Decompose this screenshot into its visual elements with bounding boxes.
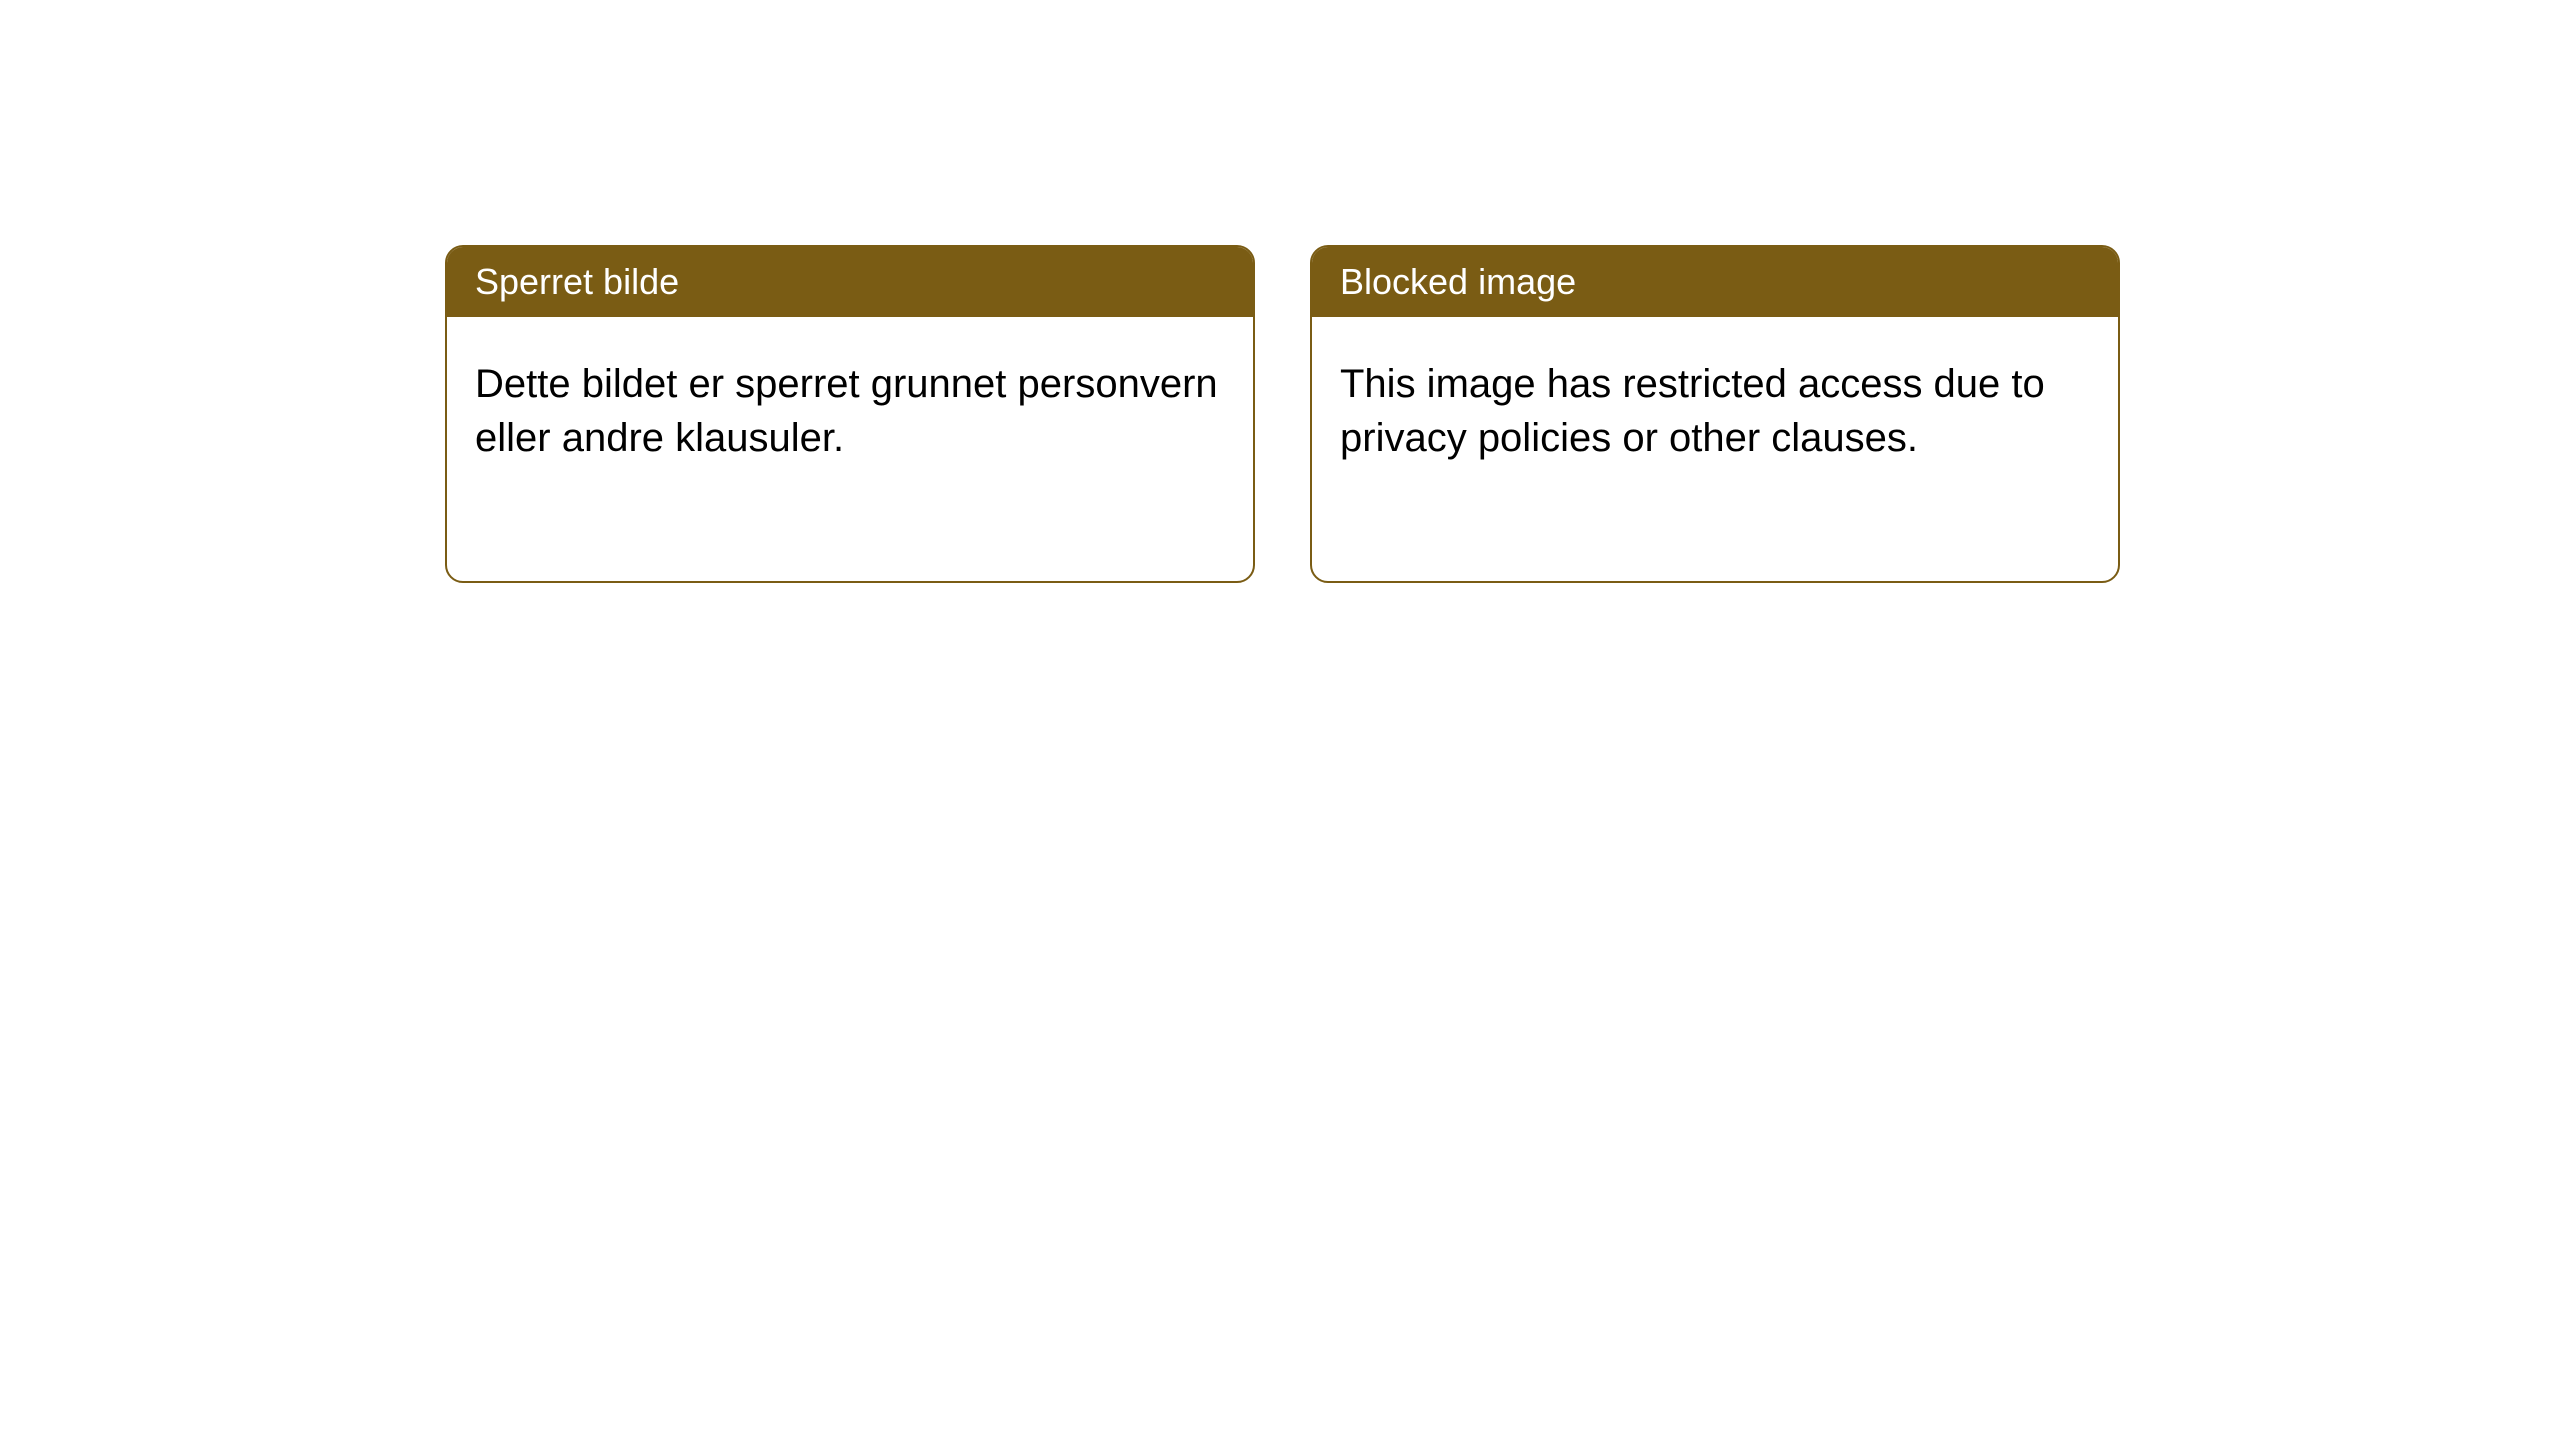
- blocked-image-card-norwegian: Sperret bilde Dette bildet er sperret gr…: [445, 245, 1255, 583]
- blocked-image-card-english: Blocked image This image has restricted …: [1310, 245, 2120, 583]
- card-body: Dette bildet er sperret grunnet personve…: [447, 317, 1253, 505]
- card-header: Blocked image: [1312, 247, 2118, 317]
- card-body: This image has restricted access due to …: [1312, 317, 2118, 505]
- card-header: Sperret bilde: [447, 247, 1253, 317]
- cards-container: Sperret bilde Dette bildet er sperret gr…: [445, 245, 2120, 583]
